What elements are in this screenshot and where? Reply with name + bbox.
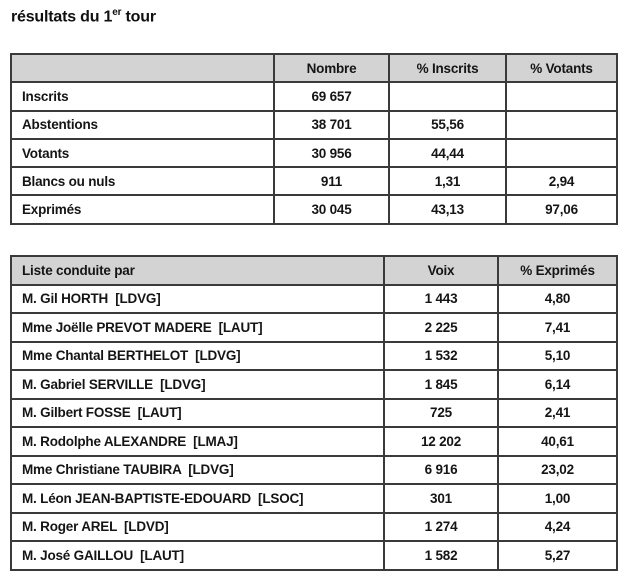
- voix-value: 1 274: [383, 511, 499, 542]
- row-label: Blancs ou nuls: [10, 166, 275, 197]
- table-row: Mme Joëlle PREVOT MADERE [LAUT] 2 225 7,…: [10, 312, 618, 343]
- table-row: Inscrits 69 657: [10, 81, 618, 112]
- candidate-name: M. Roger AREL [LDVD]: [10, 511, 385, 542]
- voix-value: 1 532: [383, 340, 499, 371]
- pct-exprimes-value: 4,24: [497, 511, 618, 542]
- pct-exprimes-value: 4,80: [497, 283, 618, 314]
- title-text-start: résultats du 1: [11, 8, 113, 26]
- row-label: Abstentions: [10, 109, 275, 140]
- pct-votants-value: 97,06: [505, 194, 618, 225]
- table-row: M. Roger AREL [LDVD] 1 274 4,24: [10, 511, 618, 542]
- candidates-header-pct-exprimes: % Exprimés: [497, 255, 618, 286]
- candidates-header-row: Liste conduite par Voix % Exprimés: [10, 255, 618, 286]
- pct-votants-value: [505, 81, 618, 112]
- pct-inscrits-value: [388, 81, 507, 112]
- table-row: M. Gilbert FOSSE [LAUT] 725 2,41: [10, 397, 618, 428]
- candidate-name: M. Rodolphe ALEXANDRE [LMAJ]: [10, 426, 385, 457]
- table-row: M. José GAILLOU [LAUT] 1 582 5,27: [10, 540, 618, 571]
- summary-header-empty: [10, 52, 275, 84]
- pct-inscrits-value: 1,31: [388, 166, 507, 197]
- page-title: résultats du 1er tour: [11, 7, 156, 26]
- pct-exprimes-value: 23,02: [497, 454, 618, 485]
- table-row: Votants 30 956 44,44: [10, 137, 618, 169]
- candidate-name: Mme Chantal BERTHELOT [LDVG]: [10, 340, 385, 371]
- pct-votants-value: [505, 109, 618, 140]
- candidates-table: Liste conduite par Voix % Exprimés M. Gi…: [10, 255, 618, 571]
- table-row: M. Rodolphe ALEXANDRE [LMAJ] 12 202 40,6…: [10, 426, 618, 457]
- pct-votants-value: 2,94: [505, 166, 618, 197]
- voix-value: 1 845: [383, 369, 499, 400]
- pct-exprimes-value: 1,00: [497, 483, 618, 514]
- table-row: Mme Christiane TAUBIRA [LDVG] 6 916 23,0…: [10, 454, 618, 485]
- nombre-value: 69 657: [273, 81, 390, 112]
- voix-value: 725: [383, 397, 499, 428]
- pct-exprimes-value: 40,61: [497, 426, 618, 457]
- nombre-value: 30 045: [273, 194, 390, 225]
- candidate-name: M. Gilbert FOSSE [LAUT]: [10, 397, 385, 428]
- summary-header-nombre: Nombre: [273, 52, 390, 84]
- pct-exprimes-value: 2,41: [497, 397, 618, 428]
- pct-inscrits-value: 43,13: [388, 194, 507, 225]
- table-row: Abstentions 38 701 55,56: [10, 109, 618, 140]
- pct-votants-value: [505, 137, 618, 169]
- pct-inscrits-value: 44,44: [388, 137, 507, 169]
- table-row: Mme Chantal BERTHELOT [LDVG] 1 532 5,10: [10, 340, 618, 371]
- pct-exprimes-value: 5,10: [497, 340, 618, 371]
- row-label: Exprimés: [10, 194, 275, 225]
- candidates-header-voix: Voix: [383, 255, 499, 286]
- nombre-value: 30 956: [273, 137, 390, 169]
- pct-exprimes-value: 6,14: [497, 369, 618, 400]
- summary-table: Nombre % Inscrits % Votants Inscrits 69 …: [10, 52, 618, 225]
- summary-header-pct-votants: % Votants: [505, 52, 618, 84]
- title-text-end: tour: [121, 8, 157, 26]
- table-row: M. Gil HORTH [LDVG] 1 443 4,80: [10, 283, 618, 314]
- table-row: M. Léon JEAN-BAPTISTE-EDOUARD [LSOC] 301…: [10, 483, 618, 514]
- nombre-value: 38 701: [273, 109, 390, 140]
- voix-value: 1 582: [383, 540, 499, 571]
- table-row: Exprimés 30 045 43,13 97,06: [10, 194, 618, 225]
- voix-value: 12 202: [383, 426, 499, 457]
- candidate-name: M. Léon JEAN-BAPTISTE-EDOUARD [LSOC]: [10, 483, 385, 514]
- summary-header-row: Nombre % Inscrits % Votants: [10, 52, 618, 84]
- row-label: Votants: [10, 137, 275, 169]
- voix-value: 1 443: [383, 283, 499, 314]
- candidates-header-liste: Liste conduite par: [10, 255, 385, 286]
- candidate-name: M. Gabriel SERVILLE [LDVG]: [10, 369, 385, 400]
- nombre-value: 911: [273, 166, 390, 197]
- pct-exprimes-value: 5,27: [497, 540, 618, 571]
- candidate-name: M. José GAILLOU [LAUT]: [10, 540, 385, 571]
- row-label: Inscrits: [10, 81, 275, 112]
- candidate-name: Mme Joëlle PREVOT MADERE [LAUT]: [10, 312, 385, 343]
- candidate-name: M. Gil HORTH [LDVG]: [10, 283, 385, 314]
- table-row: M. Gabriel SERVILLE [LDVG] 1 845 6,14: [10, 369, 618, 400]
- summary-header-pct-inscrits: % Inscrits: [388, 52, 507, 84]
- pct-inscrits-value: 55,56: [388, 109, 507, 140]
- pct-exprimes-value: 7,41: [497, 312, 618, 343]
- voix-value: 6 916: [383, 454, 499, 485]
- voix-value: 2 225: [383, 312, 499, 343]
- title-superscript: er: [112, 7, 122, 18]
- candidate-name: Mme Christiane TAUBIRA [LDVG]: [10, 454, 385, 485]
- table-row: Blancs ou nuls 911 1,31 2,94: [10, 166, 618, 197]
- voix-value: 301: [383, 483, 499, 514]
